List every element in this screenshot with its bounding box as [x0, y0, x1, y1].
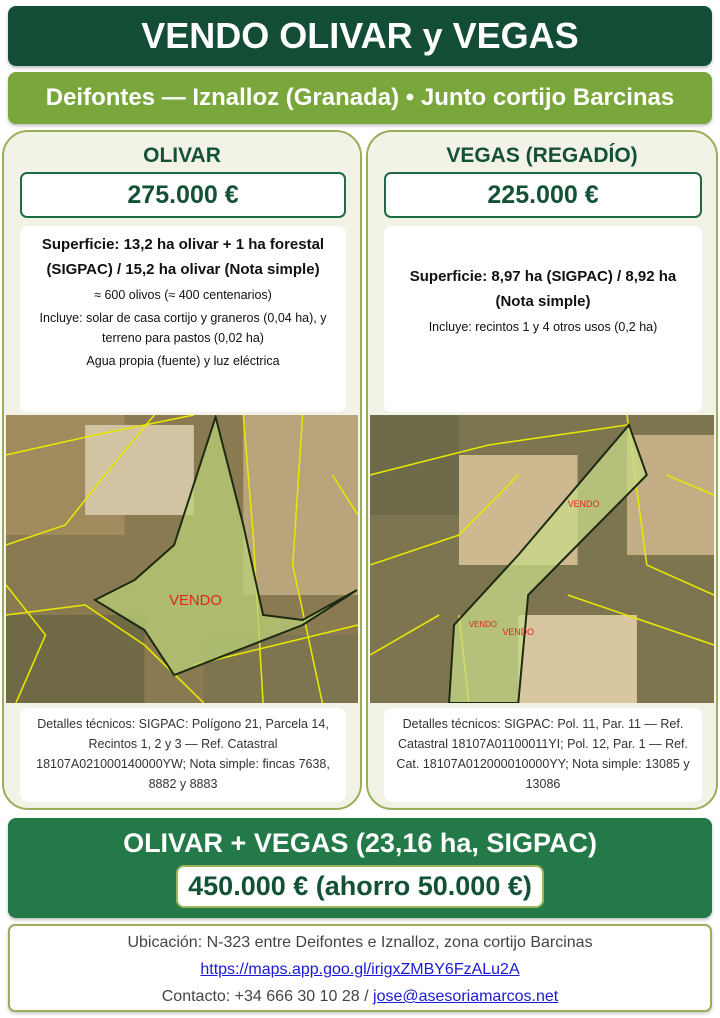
- olivar-details: Detalles técnicos: SIGPAC: Polígono 21, …: [20, 708, 346, 802]
- olivar-heading: OLIVAR: [143, 144, 221, 167]
- main-title: VENDO OLIVAR y VEGAS: [8, 6, 712, 66]
- location-subtitle: Deifontes — Iznalloz (Granada) • Junto c…: [8, 72, 712, 124]
- combo-price: 450.000 € (ahorro 50.000 €): [176, 865, 544, 908]
- olivar-info: Superficie: 13,2 ha olivar + 1 ha forest…: [20, 226, 346, 412]
- contact-footer: Ubicación: N-323 entre Deifontes e Iznal…: [8, 924, 712, 1012]
- email-link[interactable]: jose@asesoriamarcos.net: [373, 988, 559, 1005]
- maps-link[interactable]: https://maps.app.goo.gl/irigxZMBY6FzALu2…: [200, 961, 520, 978]
- combo-offer: OLIVAR + VEGAS (23,16 ha, SIGPAC) 450.00…: [8, 818, 712, 918]
- vegas-surface: Superficie: 8,97 ha (SIGPAC) / 8,92 ha (…: [409, 268, 677, 310]
- vegas-info: Superficie: 8,97 ha (SIGPAC) / 8,92 ha (…: [384, 226, 702, 412]
- vegas-card: VEGAS (REGADÍO) 225.000 € Superficie: 8,…: [366, 130, 718, 810]
- vegas-details: Detalles técnicos: SIGPAC: Pol. 11, Par.…: [384, 708, 702, 802]
- olivar-utilities: Agua propia (fuente) y luz eléctrica: [86, 354, 280, 368]
- location-text: Ubicación: N-323 entre Deifontes e Iznal…: [127, 934, 593, 951]
- olivar-includes: Incluye: solar de casa cortijo y granero…: [39, 311, 327, 345]
- vegas-heading: VEGAS (REGADÍO): [446, 144, 638, 167]
- vegas-includes: Incluye: recintos 1 y 4 otros usos (0,2 …: [428, 320, 658, 334]
- olivar-vendo-label: VENDO: [169, 593, 222, 609]
- vegas-vendo-label: VENDO: [469, 620, 497, 629]
- vegas-price: 225.000 €: [384, 172, 702, 218]
- olivar-card: OLIVAR 275.000 € Superficie: 13,2 ha oli…: [2, 130, 362, 810]
- olivar-parcel: [92, 415, 358, 677]
- vegas-parcel: [448, 423, 648, 703]
- combo-title: OLIVAR + VEGAS (23,16 ha, SIGPAC): [123, 828, 597, 858]
- olivar-price: 275.000 €: [20, 172, 346, 218]
- olivar-trees: ≈ 600 olivos (≈ 400 centenarios): [94, 288, 272, 302]
- olivar-map: VENDO: [6, 415, 358, 703]
- olivar-surface: Superficie: 13,2 ha olivar + 1 ha forest…: [41, 236, 325, 278]
- contact-phone: Contacto: +34 666 30 10 28 /: [161, 988, 374, 1005]
- vegas-vendo-label: VENDO: [502, 627, 534, 637]
- vegas-vendo-label: VENDO: [568, 499, 600, 509]
- vegas-map: VENDO VENDO VENDO: [370, 415, 714, 703]
